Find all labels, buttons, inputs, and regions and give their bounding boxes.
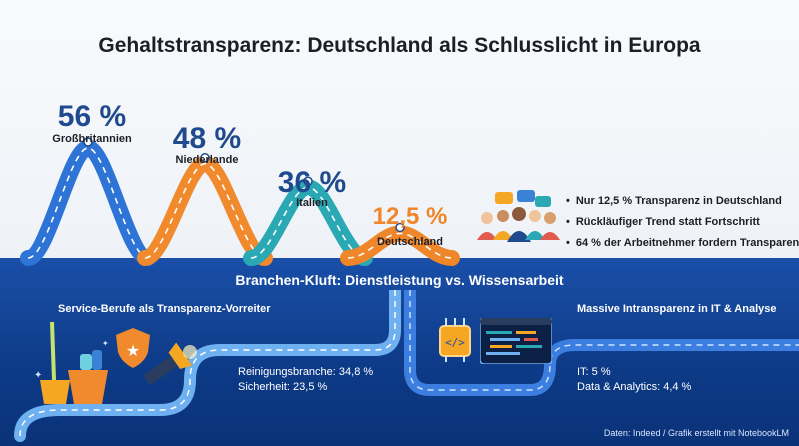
road-lane-1 bbox=[144, 162, 266, 259]
right-line-1: IT: 5 % bbox=[577, 366, 611, 378]
chip-icon: </> bbox=[439, 318, 471, 362]
svg-text:</>: </> bbox=[445, 336, 465, 349]
country-road-1 bbox=[137, 155, 273, 266]
road-lane-3 bbox=[347, 232, 453, 259]
people-group-icon bbox=[477, 190, 560, 242]
bullet-3: 64 % der Arbeitnehmer fordern Transparen… bbox=[566, 237, 799, 249]
left-line-2: Sicherheit: 23,5 % bbox=[238, 381, 328, 393]
svg-text:★: ★ bbox=[126, 341, 140, 360]
lower-road bbox=[14, 290, 799, 442]
right-heading: Massive Intransparenz in IT & Analyse bbox=[577, 303, 777, 315]
road-lane-0 bbox=[27, 147, 149, 259]
country-label-de: Deutschland bbox=[376, 236, 443, 248]
svg-text:✦: ✦ bbox=[102, 339, 109, 348]
svg-text:✦: ✦ bbox=[34, 370, 42, 381]
flashlight-icon bbox=[144, 342, 197, 385]
peak-marker-3 bbox=[395, 222, 405, 233]
country-label-it: Italien bbox=[296, 197, 328, 209]
value-label-it: 36 % bbox=[277, 166, 347, 199]
code-editor-icon bbox=[480, 318, 552, 364]
page-title: Gehaltstransparenz: Deutschland als Schl… bbox=[98, 34, 701, 57]
security-badge-icon: ★ bbox=[116, 328, 150, 368]
country-label-gb: Großbritannien bbox=[52, 133, 132, 145]
section-title: Branchen-Kluft: Dienstleistung vs. Wisse… bbox=[235, 272, 564, 288]
peak-marker-2 bbox=[303, 176, 313, 187]
peak-marker-0 bbox=[83, 137, 93, 147]
country-label-nl: Niederlande bbox=[175, 154, 239, 166]
right-line-2: Data & Analytics: 4,4 % bbox=[577, 381, 692, 393]
country-road-0 bbox=[20, 139, 156, 266]
road-lane-2 bbox=[250, 186, 366, 259]
bullet-2: Rückläufiger Trend statt Fortschritt bbox=[566, 216, 760, 228]
value-label-de: 12,5 % bbox=[372, 203, 448, 230]
value-label-gb: 56 % bbox=[57, 100, 127, 133]
cleaning-bucket-icon: ✦ ✦ bbox=[34, 321, 109, 404]
peak-marker-1 bbox=[200, 152, 210, 163]
bullet-1: Nur 12,5 % Transparenz in Deutschland bbox=[566, 195, 782, 207]
left-line-1: Reinigungsbranche: 34,8 % bbox=[238, 366, 374, 378]
value-label-nl: 48 % bbox=[172, 122, 242, 155]
source-note: Daten: Indeed / Grafik erstellt mit Note… bbox=[603, 428, 789, 438]
left-heading: Service-Berufe als Transparenz-Vorreiter bbox=[58, 303, 271, 315]
